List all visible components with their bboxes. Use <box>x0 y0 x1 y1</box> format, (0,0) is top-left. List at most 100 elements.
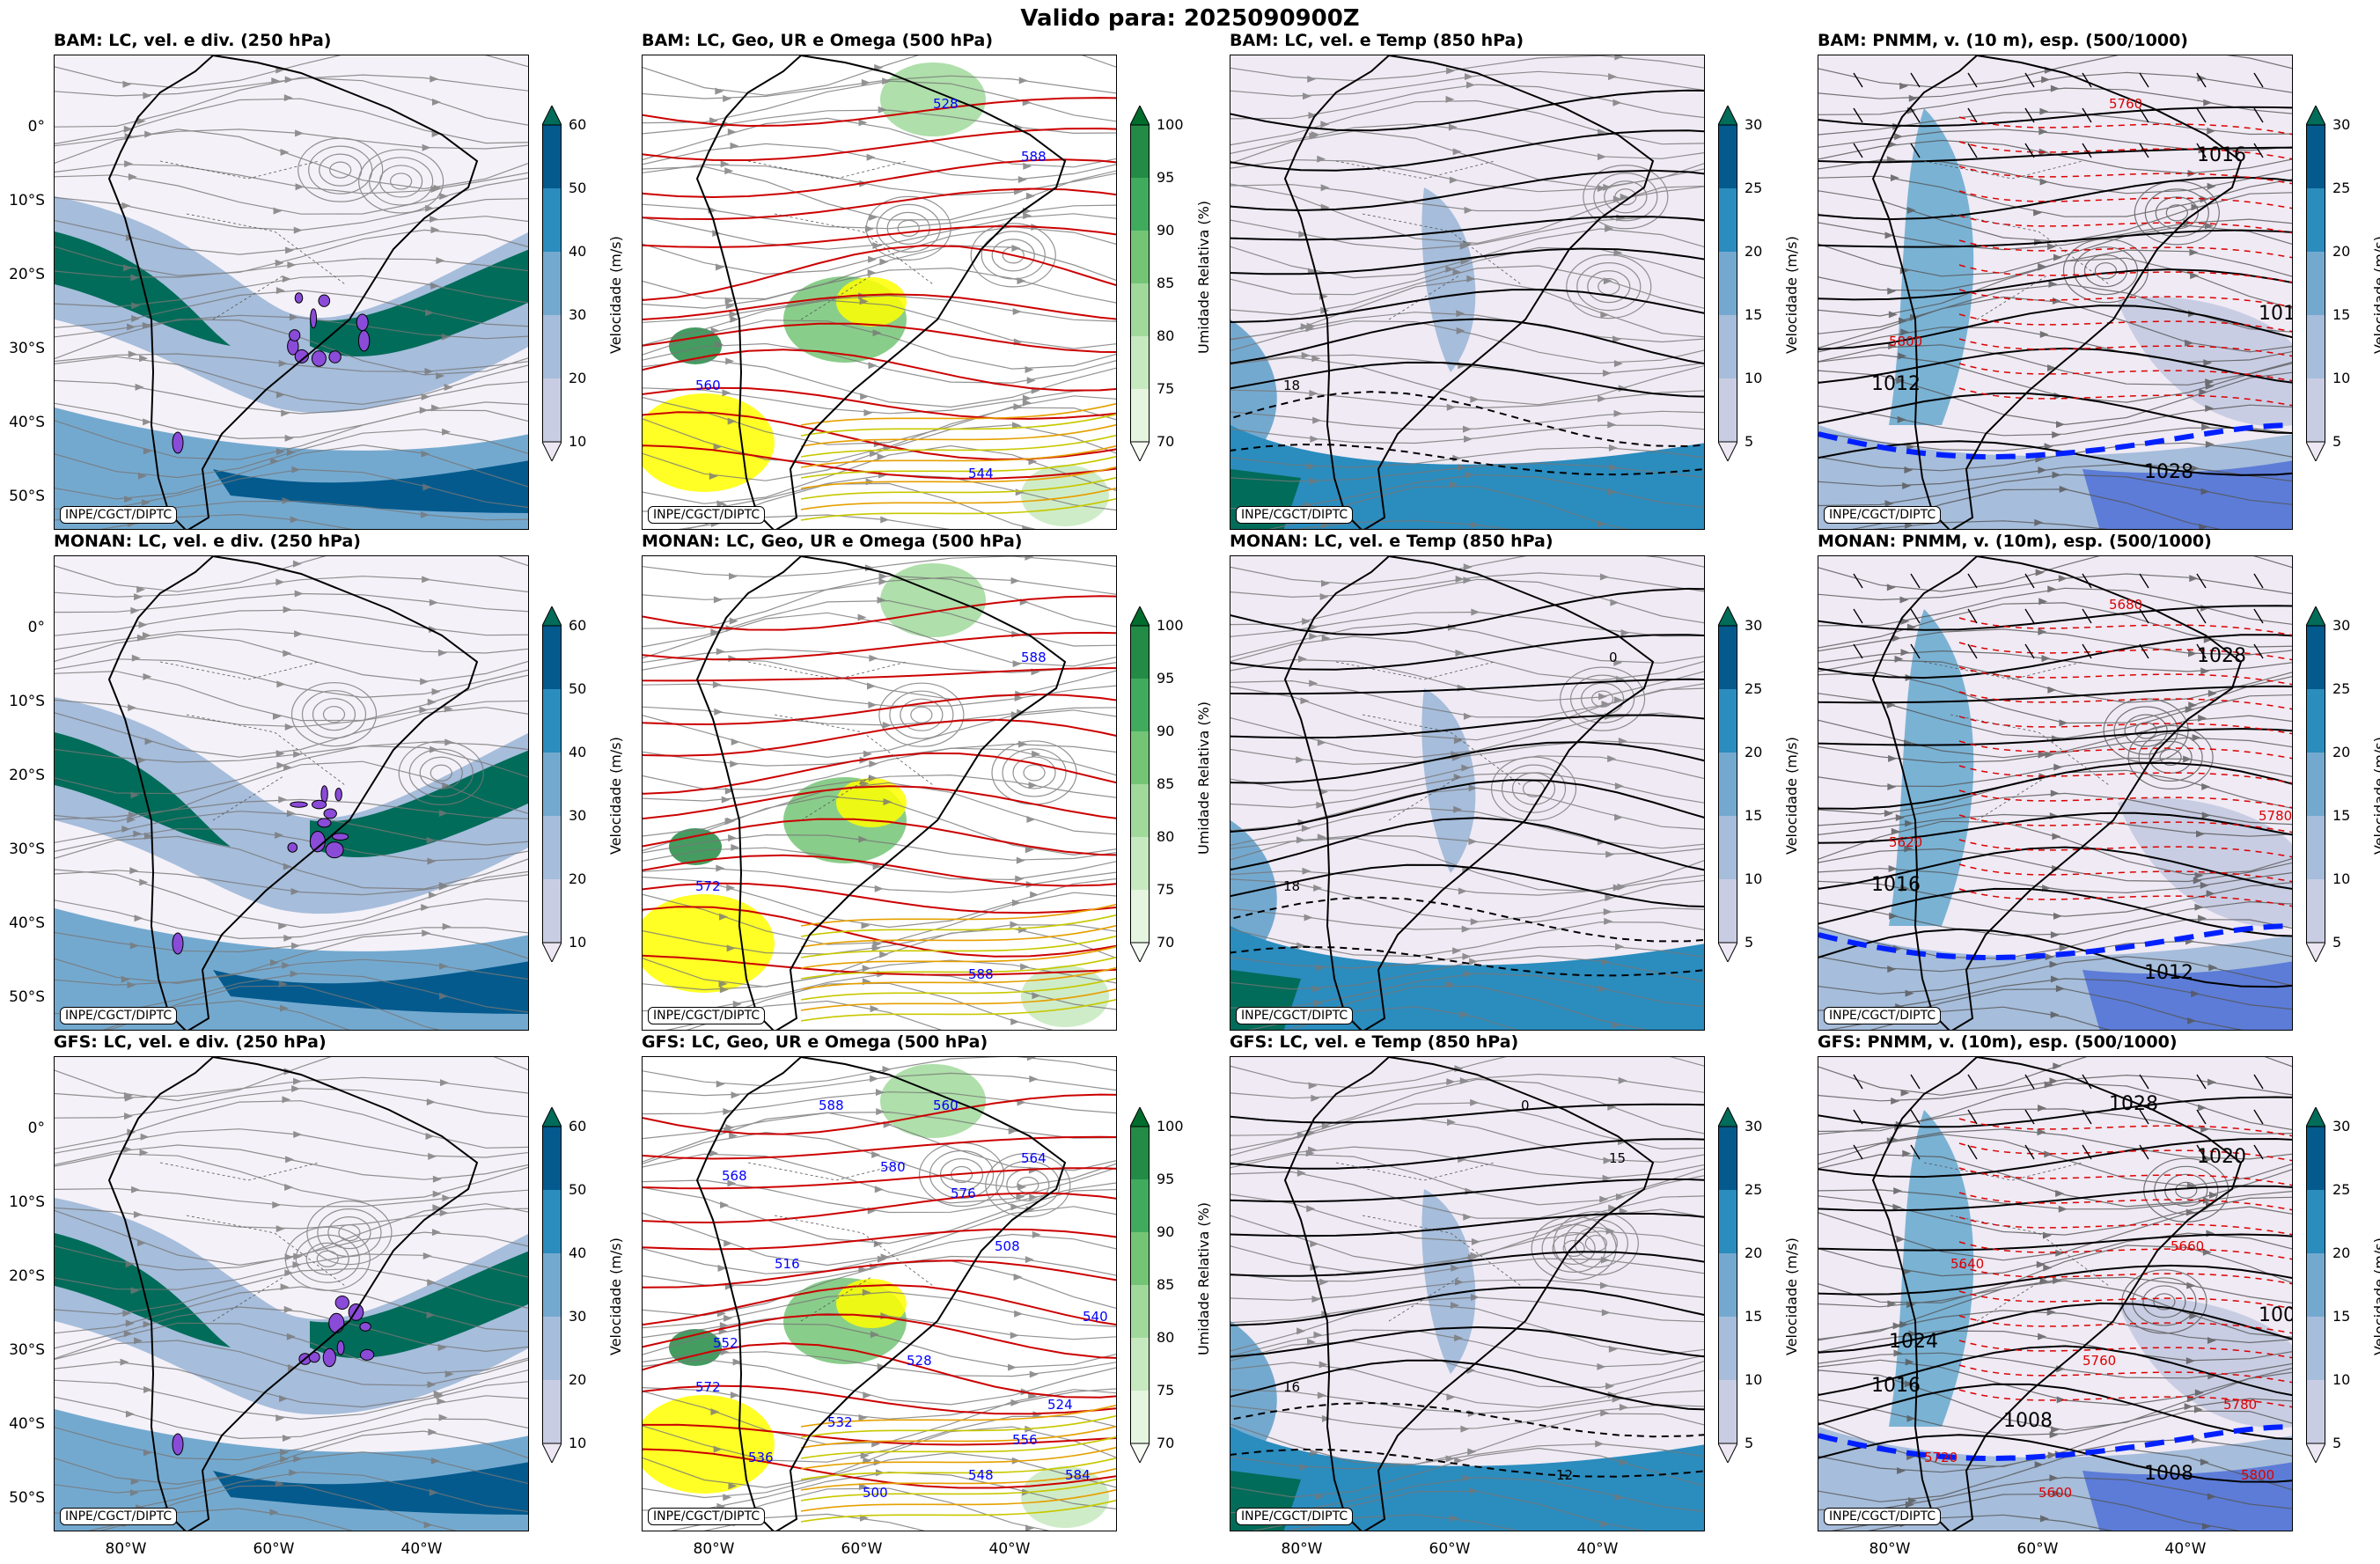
map-plot: 572 588 588 <box>643 556 1116 1030</box>
credit-box: INPE/CGCT/DIPTC <box>648 1007 766 1024</box>
colorbar-tick: 30 <box>2332 617 2351 634</box>
colorbar-tick: 80 <box>1157 828 1175 845</box>
map-plot <box>55 556 528 1030</box>
colorbar-label: Velocidade (m/s) <box>607 1237 624 1355</box>
contour-label: 580 <box>880 1159 906 1175</box>
colorbar-tick: 60 <box>569 116 587 133</box>
colorbar-tick: 60 <box>569 1118 587 1134</box>
map-panel: 1016 1028 1012 5680 5620 5780 INPE/CGCT/DIPTC <box>1818 555 2293 1031</box>
colorbar-tick: 20 <box>1745 744 1763 760</box>
credit-box: INPE/CGCT/DIPTC <box>1824 506 1942 524</box>
lat-tick: 50°S <box>9 988 45 1006</box>
contour-label: 536 <box>748 1450 774 1465</box>
lon-tick: 40°W <box>988 1540 1031 1558</box>
colorbar-tick: 30 <box>569 1308 587 1325</box>
colorbar-tick: 85 <box>1157 275 1175 291</box>
colorbar-tick: 5 <box>2332 1435 2342 1451</box>
contour-label: 532 <box>827 1414 853 1430</box>
contour-label: 1020 <box>2197 1146 2246 1168</box>
colorbar-tick: 70 <box>1157 934 1175 951</box>
colorbar-tick: 30 <box>569 306 587 323</box>
colorbar <box>541 104 562 465</box>
lon-tick: 40°W <box>1576 1540 1619 1558</box>
colorbar-tick: 70 <box>1157 1435 1175 1451</box>
lon-tick: 80°W <box>105 1540 147 1558</box>
colorbar-tick: 20 <box>569 1371 587 1388</box>
colorbar-tick: 75 <box>1157 1382 1175 1399</box>
contour-label: 528 <box>933 96 959 112</box>
colorbar-tick: 5 <box>1745 433 1754 450</box>
panel-title: GFS: LC, Geo, UR e Omega (500 hPa) <box>642 1032 988 1052</box>
colorbar <box>1129 104 1150 465</box>
colorbar-tick: 20 <box>1745 1245 1763 1261</box>
contour-label: 588 <box>1021 650 1047 665</box>
colorbar-tick: 100 <box>1157 116 1184 133</box>
colorbar-tick: 95 <box>1157 670 1175 687</box>
contour-label: 1016 <box>2197 144 2246 166</box>
colorbar-tick: 10 <box>1745 1371 1763 1388</box>
colorbar-label: Velocidade (m/s) <box>1783 236 1800 354</box>
map-plot <box>55 1057 528 1531</box>
colorbar-label: Umidade Relativa (%) <box>1195 200 1212 354</box>
colorbar-tick: 95 <box>1157 169 1175 186</box>
colorbar <box>1717 605 1738 966</box>
colorbar-tick: 95 <box>1157 1171 1175 1187</box>
colorbar-label: Velocidade (m/s) <box>2371 1237 2380 1355</box>
colorbar-tick: 90 <box>1157 723 1175 739</box>
credit-box: INPE/CGCT/DIPTC <box>60 1007 178 1024</box>
contour-label: 5680 <box>2109 597 2142 613</box>
contour-label: 540 <box>1083 1309 1108 1325</box>
contour-label: 588 <box>819 1098 844 1113</box>
colorbar-tick: 15 <box>1745 306 1763 323</box>
map-panel: INPE/CGCT/DIPTC <box>54 55 529 530</box>
colorbar-tick: 10 <box>1745 870 1763 887</box>
contour-label: 0 <box>1609 650 1618 665</box>
contour-label: 1016 <box>1871 874 1921 896</box>
colorbar-label: Velocidade (m/s) <box>607 236 624 354</box>
colorbar-tick: 20 <box>1745 243 1763 260</box>
credit-box: INPE/CGCT/DIPTC <box>1236 506 1354 524</box>
colorbar <box>541 1105 562 1466</box>
colorbar-tick: 25 <box>2332 1181 2351 1198</box>
colorbar-tick: 50 <box>569 180 587 196</box>
contour-label: 588 <box>1021 149 1047 165</box>
colorbar-label: Velocidade (m/s) <box>607 737 624 855</box>
contour-label: 5760 <box>2082 1353 2116 1369</box>
panel-title: GFS: PNMM, v. (10m), esp. (500/1000) <box>1818 1032 2178 1052</box>
lat-tick: 20°S <box>9 767 45 784</box>
credit-box: INPE/CGCT/DIPTC <box>648 506 766 524</box>
colorbar-tick: 10 <box>569 1435 587 1451</box>
colorbar <box>1717 104 1738 465</box>
colorbar-tick: 100 <box>1157 617 1184 634</box>
colorbar-tick: 30 <box>1745 116 1763 133</box>
colorbar-label: Velocidade (m/s) <box>2371 737 2380 855</box>
colorbar-label: Velocidade (m/s) <box>1783 1237 1800 1355</box>
contour-label: 568 <box>722 1168 747 1184</box>
figure-title: Valido para: 2025090900Z <box>1020 5 1360 32</box>
contour-label: 500 <box>863 1485 888 1501</box>
colorbar-tick: 15 <box>1745 807 1763 824</box>
colorbar-tick: 40 <box>569 744 587 760</box>
lat-tick: 20°S <box>9 266 45 283</box>
lat-tick: 50°S <box>9 488 45 505</box>
map-panel: INPE/CGCT/DIPTC <box>54 1056 529 1531</box>
colorbar-tick: 85 <box>1157 775 1175 792</box>
contour-label: 5800 <box>1889 334 1922 349</box>
colorbar-tick: 20 <box>569 870 587 887</box>
lat-tick: 30°S <box>9 1341 45 1359</box>
contour-label: 1028 <box>2109 1093 2158 1115</box>
colorbar-tick: 90 <box>1157 1223 1175 1240</box>
contour-label: 560 <box>933 1098 959 1113</box>
map-panel: 18 0 INPE/CGCT/DIPTC <box>1230 555 1705 1031</box>
colorbar-label: Velocidade (m/s) <box>2371 236 2380 354</box>
contour-label: 15 <box>1609 1150 1626 1166</box>
colorbar <box>1717 1105 1738 1466</box>
colorbar <box>2305 605 2326 966</box>
lat-tick: 0° <box>27 619 45 636</box>
contour-label: 18 <box>1283 378 1300 393</box>
colorbar-tick: 30 <box>569 807 587 824</box>
credit-box: INPE/CGCT/DIPTC <box>60 1508 178 1525</box>
colorbar <box>1129 1105 1150 1466</box>
contour-label: 16 <box>1283 1379 1300 1395</box>
panel-title: BAM: LC, vel. e div. (250 hPa) <box>54 31 332 50</box>
